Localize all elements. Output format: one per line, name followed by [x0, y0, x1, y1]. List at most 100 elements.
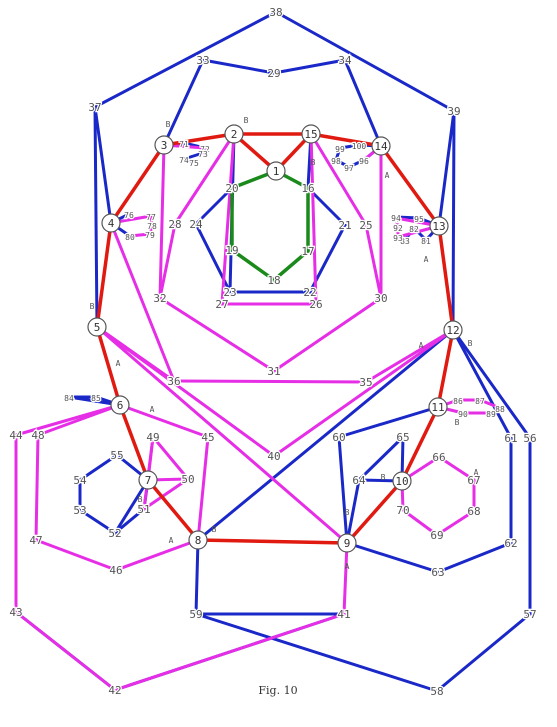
- edge-letter-b: B: [381, 473, 386, 482]
- edge-b-74-75: [182, 157, 196, 164]
- node-98: 98: [331, 157, 341, 166]
- edge-green-18-19: [230, 248, 276, 282]
- node-39: 39: [447, 105, 460, 118]
- node-47: 47: [29, 534, 42, 547]
- node-56: 56: [523, 432, 536, 445]
- node-76: 76: [124, 211, 134, 220]
- edge-a-2-28: [173, 132, 236, 226]
- node-11: 11: [428, 397, 448, 417]
- node-30: 30: [374, 292, 387, 305]
- node-label: 11: [431, 401, 444, 414]
- edge-a-77-78: [149, 214, 154, 227]
- green-hexagon-layer: [230, 169, 310, 282]
- node-7: 7: [138, 470, 158, 490]
- edge-green-17-18: [272, 249, 310, 282]
- edge-red-5-6: [95, 325, 122, 407]
- node-4: 4: [101, 213, 121, 233]
- node-75: 75: [189, 159, 199, 168]
- node-circle: [371, 136, 391, 156]
- node-circle: [301, 124, 321, 144]
- node-12: 12: [443, 320, 463, 340]
- node-81: 81: [421, 237, 431, 246]
- node-23: 23: [223, 286, 236, 299]
- node-91: 91: [391, 215, 401, 224]
- edge-a-46-8: [114, 538, 200, 572]
- edge-a-78-79: [148, 223, 154, 236]
- node-6: 6: [110, 395, 130, 415]
- node-84: 84: [64, 394, 74, 403]
- edge-a-50-49: [151, 435, 190, 481]
- node-13: 13: [429, 216, 449, 236]
- node-circle: [337, 533, 357, 553]
- node-99: 99: [335, 145, 345, 154]
- node-41: 41: [337, 608, 350, 621]
- edge-letter-layer: A A A A A A A A B B B B B B B B B B: [90, 116, 479, 571]
- node-48: 48: [31, 429, 44, 442]
- edge-b-60-11: [337, 405, 440, 439]
- edge-b-62-63: [436, 541, 513, 574]
- node-label: 6: [117, 399, 124, 412]
- edge-b-63-9: [345, 541, 440, 574]
- edge-letter-b: B: [212, 525, 217, 534]
- edge-letter-b: B: [90, 302, 95, 311]
- node-32: 32: [153, 292, 166, 305]
- node-46: 46: [109, 564, 122, 577]
- edge-b-37-5: [93, 105, 99, 329]
- edge-red-3-4: [109, 143, 166, 225]
- node-65: 65: [396, 431, 409, 444]
- edge-b-95-94: [394, 215, 421, 220]
- node-label: 15: [304, 128, 317, 141]
- edge-b-12-56: [451, 328, 532, 440]
- node-40: 40: [267, 450, 280, 463]
- edge-a-9-41: [342, 541, 349, 616]
- node-100: 100: [352, 142, 367, 151]
- edge-a-35-36: [172, 379, 368, 384]
- node-86: 86: [453, 397, 463, 406]
- node-14: 14: [371, 136, 391, 156]
- node-circle: [392, 471, 412, 491]
- node-10: 10: [392, 471, 412, 491]
- node-67: 67: [467, 474, 480, 487]
- node-circle: [87, 317, 107, 337]
- edge-a-88-89: [489, 406, 502, 415]
- node-77: 77: [146, 213, 156, 222]
- node-73: 73: [198, 150, 208, 159]
- edge-b-73-74: [182, 151, 205, 161]
- edge-b-100-99: [338, 143, 361, 150]
- edge-a-45-6: [118, 403, 210, 439]
- edge-b-98-97: [334, 158, 351, 169]
- edge-red-2-3: [162, 132, 236, 147]
- node-92: 92: [393, 224, 403, 233]
- node-58: 58: [430, 685, 443, 698]
- edge-b-38-39: [274, 10, 456, 113]
- node-label: 7: [145, 474, 152, 487]
- node-55: 55: [110, 449, 123, 462]
- node-circle: [138, 470, 158, 490]
- edge-b-37-4: [93, 105, 113, 225]
- node-16: 16: [301, 182, 314, 195]
- node-57: 57: [523, 608, 536, 621]
- edge-a-8-45: [196, 435, 210, 542]
- node-85: 85: [91, 394, 101, 403]
- edge-red-11-12: [436, 328, 455, 409]
- node-3: 3: [154, 135, 174, 155]
- edge-b-64-65: [357, 435, 405, 482]
- figure-caption: Fig. 10: [258, 684, 297, 697]
- node-label: 4: [108, 217, 115, 230]
- node-label: 1: [273, 165, 280, 178]
- node-circle: [101, 213, 121, 233]
- edge-letter-b: B: [455, 418, 460, 427]
- node-61: 61: [504, 432, 517, 445]
- node-87: 87: [475, 397, 485, 406]
- node-18: 18: [267, 274, 280, 287]
- node-25: 25: [359, 219, 372, 232]
- edge-letter-b: B: [311, 158, 316, 167]
- edge-b-52-51: [113, 507, 146, 535]
- node-1: 1: [266, 161, 286, 181]
- edge-a-51-50: [142, 477, 190, 511]
- node-83: 83: [400, 237, 410, 246]
- edge-a-68-69: [435, 509, 476, 537]
- edge-a-48-47: [34, 433, 40, 542]
- node-5: 5: [87, 317, 107, 337]
